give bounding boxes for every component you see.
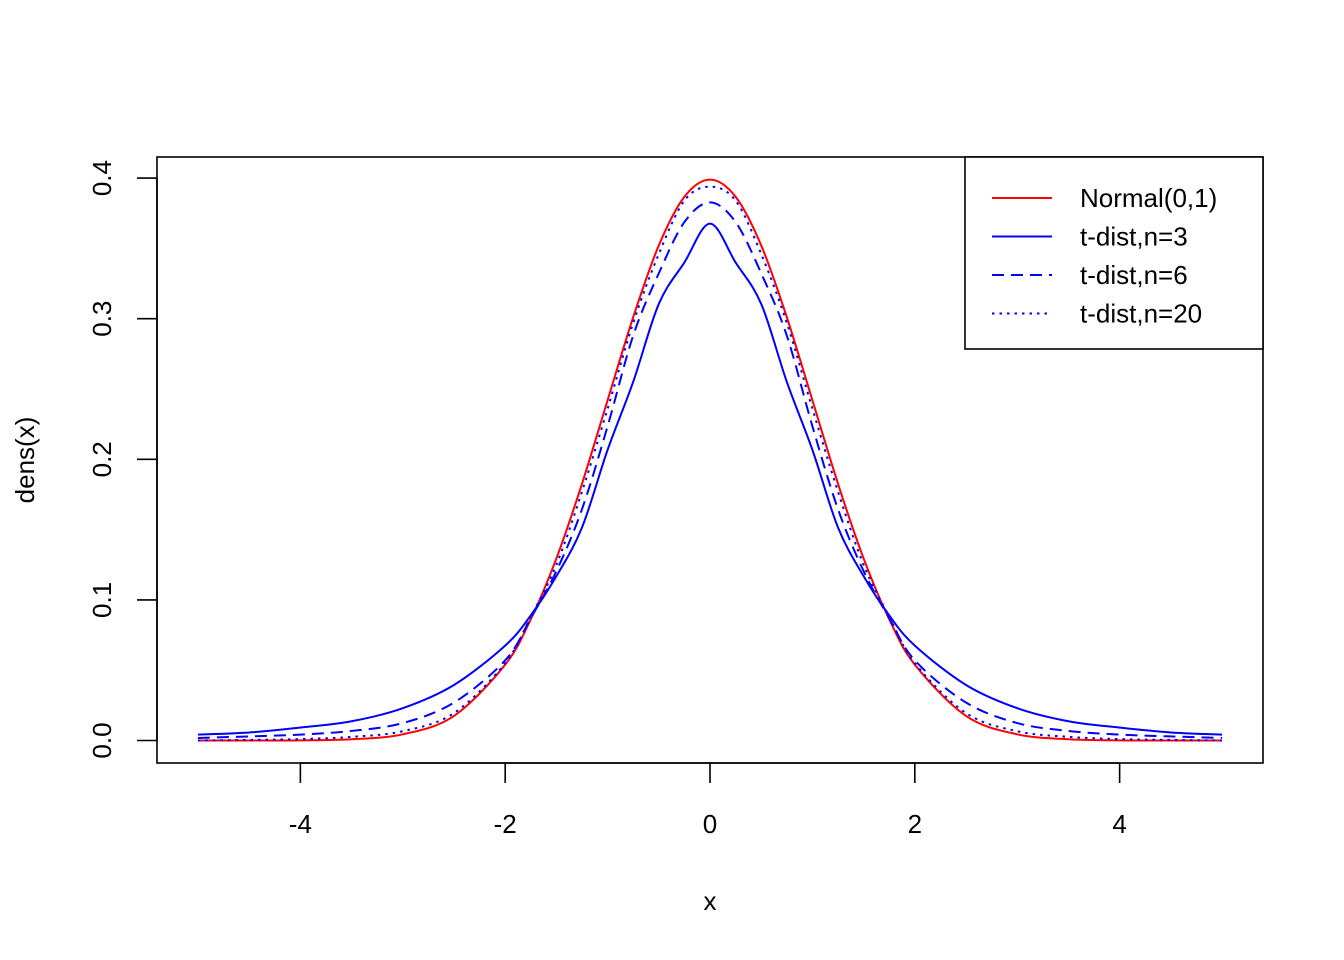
- x-tick-label: 4: [1112, 809, 1126, 839]
- x-tick-label: 2: [908, 809, 922, 839]
- x-axis: -4 -2 0 2 4: [289, 762, 1127, 839]
- y-tick-label: 0.3: [87, 301, 117, 337]
- series-line-t-dist-n-6: [197, 201, 1223, 739]
- series-line-normal-0-1: [197, 178, 1223, 742]
- series-layer: [197, 178, 1223, 742]
- y-tick-label: 0.0: [87, 722, 117, 758]
- legend-label: t-dist,n=20: [1080, 299, 1202, 329]
- y-tick-label: 0.4: [87, 160, 117, 196]
- legend-label: t-dist,n=3: [1080, 222, 1188, 252]
- legend-label: t-dist,n=6: [1080, 260, 1188, 290]
- legend-entries: Normal(0,1) t-dist,n=3 t-dist,n=6 t-dist,n=…: [992, 183, 1217, 329]
- y-tick-label: 0.2: [87, 441, 117, 477]
- series-line-t-dist-n-3: [197, 222, 1223, 736]
- y-axis-label: dens(x): [10, 417, 40, 504]
- legend-label: Normal(0,1): [1080, 183, 1217, 213]
- legend-box: [964, 156, 1264, 350]
- legend: Normal(0,1) t-dist,n=3 t-dist,n=6 t-dist,n=…: [964, 156, 1264, 350]
- x-tick-label: -4: [289, 809, 312, 839]
- x-axis-label: x: [704, 886, 717, 916]
- x-tick-label: -2: [494, 809, 517, 839]
- y-tick-label: 0.1: [87, 582, 117, 618]
- x-tick-label: 0: [703, 809, 717, 839]
- y-axis: 0.0 0.1 0.2 0.3 0.4: [87, 160, 158, 759]
